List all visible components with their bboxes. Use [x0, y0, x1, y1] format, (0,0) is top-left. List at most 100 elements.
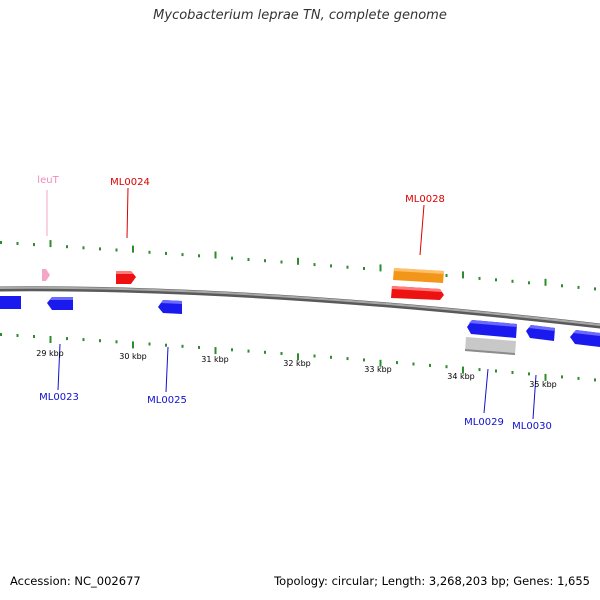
- gene-label-ML0028[interactable]: ML0028: [405, 194, 445, 205]
- tick-mark-lower: [495, 369, 497, 373]
- tick-mark-upper: [66, 245, 68, 249]
- tick-mark-lower: [82, 338, 85, 342]
- tick-mark-lower: [561, 375, 563, 379]
- ML0028-gene-shade: [392, 286, 442, 292]
- tick-mark-lower: [544, 373, 547, 381]
- ML0028-callout: [419, 204, 425, 256]
- tick-mark-lower: [49, 336, 52, 343]
- genome-title: Mycobacterium leprae TN, complete genome: [153, 8, 447, 23]
- tick-mark-lower: [594, 378, 596, 382]
- tick-mark-upper: [247, 258, 250, 261]
- tick-mark-lower: [247, 349, 250, 353]
- tick-mark-lower: [165, 343, 167, 347]
- tick-mark-lower: [528, 372, 530, 376]
- tick-mark-lower: [181, 344, 184, 348]
- tick-mark-upper: [82, 246, 85, 250]
- ML0029-callout: [483, 368, 489, 414]
- genome-backbone-highlight: [0, 286, 600, 326]
- tick-mark-lower: [132, 341, 134, 349]
- tick-mark-upper: [264, 259, 266, 263]
- tick-mark-upper: [495, 278, 497, 282]
- tick-mark-upper: [115, 248, 118, 252]
- gene-label-ML0024[interactable]: ML0024: [110, 177, 150, 188]
- tick-mark-upper: [132, 245, 134, 253]
- accession-text: Accession: NC_002677: [10, 574, 141, 588]
- tick-mark-upper: [181, 253, 184, 257]
- tick-mark-lower: [148, 342, 151, 346]
- pseudogene-shade: [465, 349, 515, 355]
- tick-mark-upper: [0, 241, 2, 244]
- tick-mark-lower: [396, 361, 398, 365]
- ML0024-gene-shade: [116, 271, 133, 274]
- ML0029-gene-shade: [469, 320, 517, 327]
- scale-label-34kbp: 34 kbp: [447, 372, 475, 381]
- tick-mark-lower: [412, 362, 415, 366]
- tick-row-lower: [0, 333, 596, 382]
- scale-labels: 29 kbp 30 kbp 31 kbp 32 kbp 33 kbp 34 kb…: [36, 349, 557, 389]
- tick-mark-lower: [429, 363, 431, 367]
- tick-mark-lower: [297, 353, 299, 361]
- tick-mark-lower: [264, 350, 266, 354]
- scale-label-32kbp: 32 kbp: [283, 359, 311, 368]
- tick-mark-upper: [148, 250, 151, 254]
- tick-mark-lower: [0, 333, 2, 336]
- tick-mark-upper: [363, 267, 365, 270]
- genome-backbone: [0, 286, 600, 329]
- tick-mark-upper: [330, 264, 332, 268]
- ML0023-gene-feature[interactable]: [47, 297, 73, 310]
- tick-mark-upper: [561, 284, 563, 288]
- tick-mark-lower: [511, 371, 514, 374]
- tick-mark-lower: [330, 355, 332, 359]
- ML0030-callout: [532, 374, 537, 420]
- tick-mark-upper: [49, 240, 52, 248]
- tick-mark-upper: [214, 251, 217, 259]
- tick-mark-upper: [33, 243, 35, 247]
- tick-mark-lower: [214, 347, 217, 355]
- tick-mark-lower: [313, 354, 316, 358]
- tick-mark-upper: [478, 276, 481, 280]
- scale-label-33kbp: 33 kbp: [364, 365, 392, 374]
- leuT-trna-feature[interactable]: [42, 269, 50, 281]
- scale-label-29kbp: 29 kbp: [36, 349, 64, 358]
- callout-lines: [46, 187, 537, 420]
- tick-mark-lower: [577, 376, 580, 380]
- tick-mark-upper: [16, 242, 19, 245]
- tick-mark-lower: [99, 339, 101, 343]
- tick-mark-lower: [16, 334, 19, 337]
- tick-mark-upper: [346, 265, 349, 269]
- tick-mark-upper: [528, 281, 530, 285]
- gene-label-ML0025[interactable]: ML0025: [147, 395, 187, 406]
- tick-mark-lower: [445, 365, 448, 369]
- ML0024-gene-feature[interactable]: [116, 271, 136, 284]
- ML0024-callout: [126, 187, 129, 239]
- gene-label-ML0029[interactable]: ML0029: [464, 417, 504, 428]
- ML0023-callout: [57, 343, 61, 391]
- tick-mark-lower: [379, 359, 382, 367]
- scale-label-31kbp: 31 kbp: [201, 355, 229, 364]
- tick-mark-upper: [594, 287, 596, 291]
- tick-mark-upper: [511, 279, 514, 283]
- tick-mark-lower: [33, 335, 35, 338]
- tick-mark-upper: [577, 285, 580, 289]
- tick-mark-upper: [280, 260, 283, 264]
- tick-mark-upper: [198, 254, 200, 258]
- tick-mark-upper: [99, 247, 101, 251]
- tick-mark-upper: [231, 256, 233, 260]
- gene-label-leuT[interactable]: leuT: [37, 175, 59, 186]
- tick-mark-lower: [346, 357, 349, 361]
- tick-mark-upper: [297, 257, 299, 265]
- tick-mark-upper: [313, 263, 316, 267]
- tick-mark-upper: [379, 264, 382, 272]
- ML0030-gene-shade: [529, 325, 555, 331]
- tick-mark-lower: [280, 352, 283, 355]
- gene-label-ML0030[interactable]: ML0030: [512, 421, 552, 432]
- tick-mark-lower: [66, 337, 68, 341]
- gene-label-ML0023[interactable]: ML0023: [39, 392, 79, 403]
- scale-label-35kbp: 35 kbp: [529, 380, 557, 389]
- tick-mark-upper: [165, 251, 167, 255]
- tick-row-upper: [0, 240, 596, 291]
- tick-mark-upper: [445, 274, 448, 277]
- ML0022-gene-feature[interactable]: [0, 296, 21, 309]
- tick-mark-lower: [198, 346, 200, 349]
